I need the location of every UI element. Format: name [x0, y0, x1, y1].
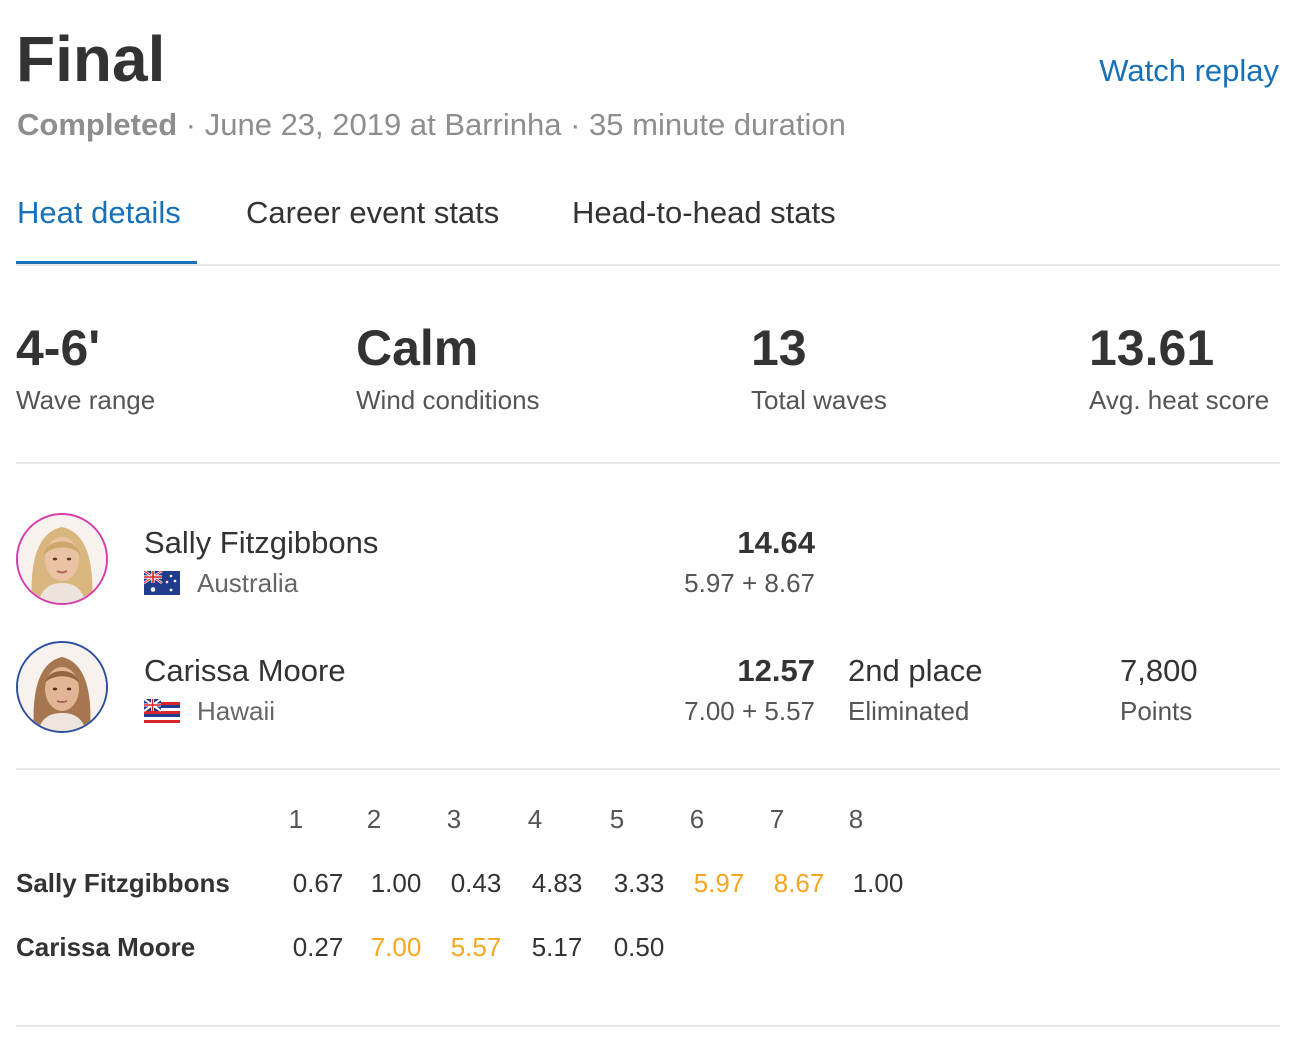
points-value: 7,800 — [1120, 653, 1198, 688]
wave-score: 1.00 — [852, 868, 904, 898]
wave-number-header: 5 — [609, 804, 625, 834]
wave-number-header: 4 — [527, 804, 543, 834]
wave-number-header: 6 — [689, 804, 705, 834]
avatar-carissa-moore[interactable] — [16, 641, 108, 733]
avatar-photo-icon — [18, 515, 106, 603]
heat-details-text: · June 23, 2019 at Barrinha · 35 minute … — [177, 107, 846, 142]
stat-label: Wave range — [16, 385, 156, 415]
heat-total-score: 14.64 — [737, 525, 815, 560]
wave-score: 0.50 — [613, 932, 665, 962]
points-label: Points — [1120, 696, 1193, 726]
wave-score: 0.67 — [292, 868, 344, 898]
stat-wind-conditions: Calm Wind conditions — [356, 320, 540, 416]
counting-wave-score: 5.97 — [693, 868, 745, 898]
wave-number-header: 1 — [288, 804, 304, 834]
counting-wave-score: 5.57 — [450, 932, 502, 962]
watch-replay-link[interactable]: Watch replay — [1099, 53, 1279, 88]
wave-score: 0.43 — [450, 868, 502, 898]
counting-wave-score: 7.00 — [370, 932, 422, 962]
tab-head-to-head-stats[interactable]: Head-to-head stats — [572, 195, 836, 230]
stat-total-waves: 13 Total waves — [751, 320, 887, 416]
stat-value: 13 — [751, 320, 807, 376]
wave-row-surfer-name: Sally Fitzgibbons — [16, 868, 230, 898]
australia-flag-icon — [144, 571, 180, 595]
wave-score: 3.33 — [613, 868, 665, 898]
divider — [16, 462, 1280, 464]
surfer-country: Hawaii — [197, 696, 276, 726]
wave-number-header: 7 — [769, 804, 785, 834]
heat-total-score: 12.57 — [737, 653, 815, 688]
heat-subtitle: Completed · June 23, 2019 at Barrinha · … — [17, 106, 846, 144]
wave-row-surfer-name: Carissa Moore — [16, 932, 196, 962]
stat-label: Wind conditions — [356, 385, 540, 415]
tab-career-event-stats[interactable]: Career event stats — [246, 195, 500, 230]
stat-label: Total waves — [751, 385, 887, 415]
stat-wave-range: 4-6' Wave range — [16, 320, 155, 416]
finish-place: 2nd place — [848, 653, 983, 688]
wave-score: 1.00 — [370, 868, 422, 898]
heat-status: Completed — [17, 107, 178, 142]
finish-status: Eliminated — [848, 696, 970, 726]
hawaii-flag-icon — [144, 699, 180, 723]
divider — [16, 264, 1280, 266]
stat-value: 4-6' — [16, 320, 101, 376]
heat-score-breakdown: 7.00 + 5.57 — [684, 696, 815, 726]
avatar-sally-fitzgibbons[interactable] — [16, 513, 108, 605]
surfer-name[interactable]: Sally Fitzgibbons — [144, 525, 379, 560]
wave-number-header: 3 — [446, 804, 462, 834]
wave-score: 4.83 — [531, 868, 583, 898]
wave-score: 0.27 — [292, 932, 344, 962]
wave-score: 5.17 — [531, 932, 583, 962]
heat-score-breakdown: 5.97 + 8.67 — [684, 568, 815, 598]
wave-number-header: 2 — [366, 804, 382, 834]
avatar-photo-icon — [18, 643, 106, 731]
stat-value: Calm — [356, 320, 479, 376]
divider — [16, 768, 1280, 770]
divider — [16, 1025, 1280, 1027]
page-title: Final — [16, 23, 166, 95]
counting-wave-score: 8.67 — [773, 868, 825, 898]
active-tab-indicator — [16, 261, 197, 264]
stat-avg-heat-score: 13.61 Avg. heat score — [1089, 320, 1269, 416]
stat-value: 13.61 — [1089, 320, 1215, 376]
surfer-name[interactable]: Carissa Moore — [144, 653, 346, 688]
tab-heat-details[interactable]: Heat details — [17, 195, 181, 230]
wave-number-header: 8 — [848, 804, 864, 834]
stat-label: Avg. heat score — [1089, 385, 1270, 415]
surfer-country: Australia — [197, 568, 299, 598]
